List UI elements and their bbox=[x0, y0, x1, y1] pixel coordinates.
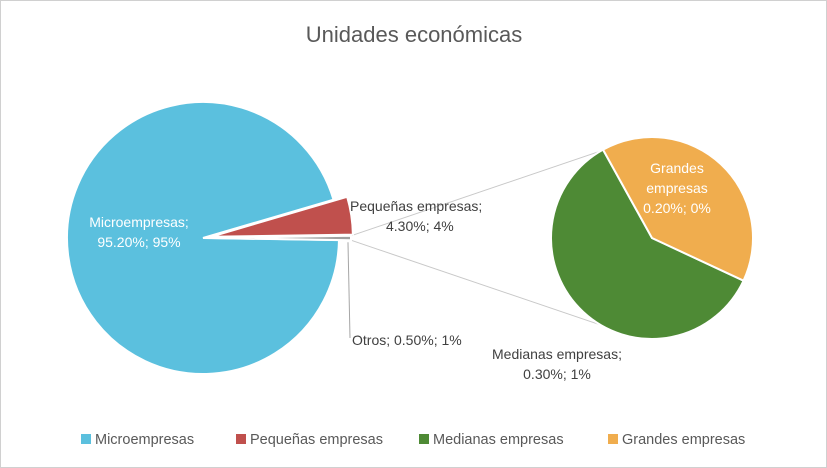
legend-item-medianas-empresas: Medianas empresas bbox=[419, 432, 564, 448]
slice-medianas-empresas bbox=[550, 148, 745, 340]
connector-top bbox=[350, 137, 640, 237]
legend-item-pequenas-empresas: Pequeñas empresas bbox=[236, 432, 383, 448]
legend-label-pequenas-empresas: Pequeñas empresas bbox=[250, 432, 383, 448]
legend-label-medianas-empresas: Medianas empresas bbox=[433, 432, 564, 448]
data-label-medianas-empresas: Medianas empresas; 0.30%; 1% bbox=[492, 346, 622, 382]
chart-title: Unidades económicas bbox=[306, 22, 522, 47]
slice-pequenas-empresas bbox=[210, 195, 354, 238]
slice-microempresas bbox=[66, 100, 340, 375]
legend-swatch-grandes-empresas bbox=[608, 434, 618, 444]
legend: Microempresas Pequeñas empresas Medianas e… bbox=[81, 432, 745, 448]
slice-grandes-empresas bbox=[601, 136, 754, 283]
legend-item-grandes-empresas: Grandes empresas bbox=[608, 432, 745, 448]
connector-lines bbox=[347, 137, 640, 339]
data-label-grandes-empresas: Grandes empresas 0.20%; 0% bbox=[643, 160, 711, 216]
legend-item-microempresas: Microempresas bbox=[81, 432, 194, 448]
leader-line-otros bbox=[347, 242, 351, 339]
legend-swatch-microempresas bbox=[81, 434, 91, 444]
connector-bottom bbox=[350, 239, 640, 339]
slice-otros bbox=[210, 234, 352, 242]
primary-pie bbox=[66, 100, 354, 375]
data-label-microempresas: Microempresas; 95.20%; 95% bbox=[89, 214, 189, 250]
legend-label-grandes-empresas: Grandes empresas bbox=[622, 432, 745, 448]
secondary-pie bbox=[550, 136, 754, 340]
data-label-pequenas-empresas: Pequeñas empresas; 4.30%; 4% bbox=[350, 198, 482, 234]
legend-swatch-medianas-empresas bbox=[419, 434, 429, 444]
legend-label-microempresas: Microempresas bbox=[95, 432, 194, 448]
data-labels: Microempresas; 95.20%; 95% Pequeñas empres… bbox=[89, 160, 711, 382]
data-label-otros: Otros; 0.50%; 1% bbox=[352, 332, 462, 348]
legend-swatch-pequenas-empresas bbox=[236, 434, 246, 444]
